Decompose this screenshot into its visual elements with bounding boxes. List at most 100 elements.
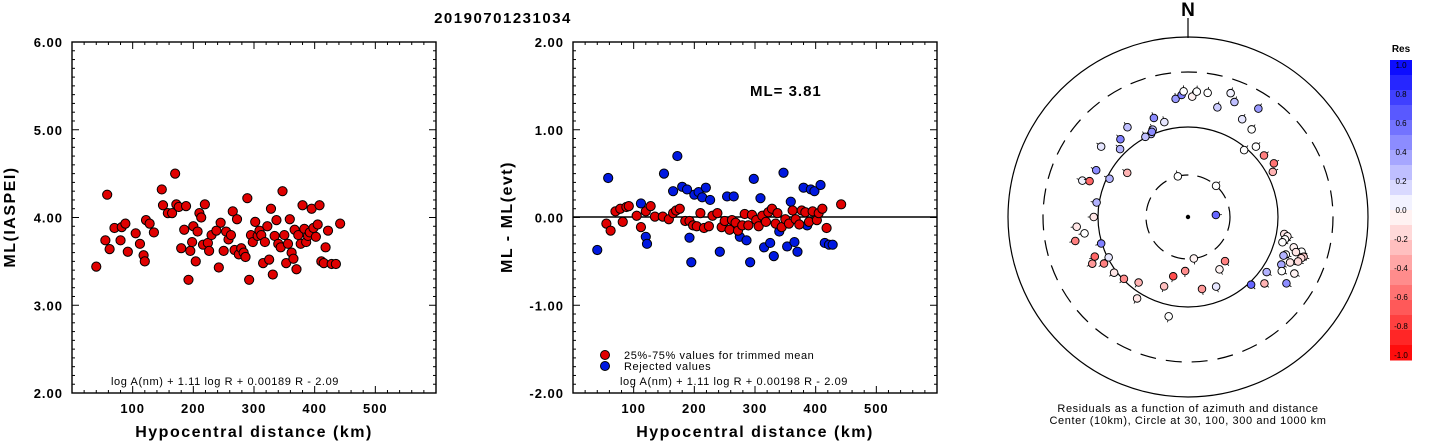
polar-caption-line1: Residuals as a function of azimuth and d…	[1057, 403, 1318, 415]
residual-point	[1105, 174, 1114, 183]
ml-data-point	[282, 238, 294, 249]
residual-point	[1123, 123, 1132, 132]
colorbar: Res 1.0 0.8 0.6 0.4 0.2 0.0 -0.2 -0.4 -0.6 -0.8 -1…	[1390, 44, 1412, 361]
ml-data-point	[244, 274, 255, 285]
colorbar-swatch	[1390, 120, 1412, 136]
ml-data-point	[242, 193, 253, 204]
colorbar-tick-label: -1.0	[1394, 351, 1408, 360]
ml-data-point	[225, 229, 237, 241]
residual-point	[1104, 253, 1113, 262]
ml-data-point	[314, 200, 325, 211]
residual-point	[1115, 144, 1125, 154]
legend-rejected-label: Rejected values	[624, 361, 711, 373]
trimmed-point	[695, 208, 706, 219]
ml-data-point	[179, 224, 190, 235]
ml-data-point	[213, 262, 224, 273]
trimmed-point	[772, 208, 783, 219]
left-x-tick-label: 400	[302, 401, 327, 416]
rejected-point	[672, 150, 683, 162]
residual-point	[1215, 265, 1224, 274]
ml-data-point	[288, 253, 299, 264]
residual-point	[1080, 229, 1089, 238]
rejected-point	[768, 251, 779, 262]
colorbar-swatch	[1390, 90, 1412, 106]
colorbar-swatch	[1390, 270, 1412, 286]
residual-point	[1109, 268, 1119, 277]
ml-data-point	[264, 254, 275, 265]
left-x-tick-label: 200	[181, 401, 206, 416]
residual-point	[1096, 142, 1106, 151]
residual-point	[1096, 239, 1106, 248]
residual-point	[1230, 97, 1239, 107]
colorbar-swatches	[1390, 60, 1412, 361]
residual-point	[1147, 127, 1157, 137]
left-y-tick-label: 2.00	[34, 386, 63, 401]
ml-data-point	[122, 246, 133, 257]
ml-data-point	[262, 221, 273, 232]
residual-point	[1134, 278, 1143, 287]
middle-formula: log A(nm) + 1.11 log R + 0.00198 R - 2.0…	[620, 376, 848, 388]
residual-point	[1239, 145, 1249, 155]
trimmed-point	[674, 203, 685, 214]
ml-data-point	[277, 186, 288, 197]
ml-data-point	[297, 200, 308, 211]
rejected-point	[686, 257, 697, 268]
middle-x-tick-label: 100	[621, 401, 646, 416]
colorbar-tick-label: -0.4	[1394, 264, 1408, 273]
residual-point	[1213, 103, 1222, 112]
ml-data-point	[167, 208, 178, 219]
ml-data-point	[130, 228, 141, 239]
legend-trimmed-marker	[600, 350, 610, 360]
ml-data-point	[190, 256, 201, 267]
middle-ticks: 100 200 300 400 500 -2.00 -1.00 0.00 1.00 2.00	[529, 35, 938, 416]
colorbar-tick-label: 0.8	[1395, 90, 1407, 99]
residual-point	[1254, 104, 1263, 113]
residual-point	[1159, 282, 1169, 291]
colorbar-swatch	[1390, 195, 1412, 211]
ml-data-point	[104, 243, 115, 255]
colorbar-swatch	[1390, 255, 1412, 271]
residual-point	[1251, 142, 1261, 151]
residual-point	[1088, 259, 1097, 268]
trimmed-point	[753, 221, 764, 232]
trimmed-point	[645, 200, 656, 212]
rejected-point	[782, 241, 793, 252]
ml-data-point	[115, 235, 126, 246]
ring-100km	[1097, 126, 1279, 308]
left-x-tick-label: 300	[242, 401, 267, 416]
ml-data-point	[91, 261, 102, 272]
colorbar-tick-label: 0.0	[1395, 206, 1407, 215]
residual-point	[1119, 274, 1129, 284]
colorbar-swatch	[1390, 285, 1412, 301]
ring-1000km	[1007, 36, 1369, 398]
trimmed-point	[817, 203, 828, 214]
rejected-point	[658, 168, 670, 179]
middle-y-tick-label: 0.00	[535, 211, 564, 226]
trimmed-point	[605, 225, 616, 236]
ml-data-point	[176, 243, 187, 254]
colorbar-swatch	[1390, 345, 1412, 361]
ml-data-point	[265, 203, 277, 214]
residual-point	[1189, 254, 1199, 263]
trimmed-point	[631, 210, 642, 221]
ml-data-point	[139, 256, 150, 267]
left-y-tick-label: 5.00	[34, 123, 63, 138]
residual-point	[1171, 94, 1180, 104]
rejected-point	[745, 257, 756, 268]
residual-point	[1116, 135, 1125, 144]
polar-caption-line2: Center (10km), Circle at 30, 100, 300 an…	[1049, 415, 1326, 427]
left-points	[91, 168, 346, 285]
trimmed-point	[635, 222, 647, 233]
residual-point	[1192, 87, 1202, 96]
colorbar-swatch	[1390, 300, 1412, 316]
ml-data-point	[259, 236, 271, 248]
rejected-point	[765, 237, 776, 249]
ml-data-point	[196, 212, 207, 223]
residual-point	[1160, 117, 1169, 127]
middle-y-tick-label: 2.00	[535, 35, 564, 50]
residual-point	[1211, 282, 1221, 291]
colorbar-swatch	[1390, 210, 1412, 226]
left-y-tick-label: 3.00	[34, 298, 63, 313]
rejected-point	[792, 246, 803, 257]
